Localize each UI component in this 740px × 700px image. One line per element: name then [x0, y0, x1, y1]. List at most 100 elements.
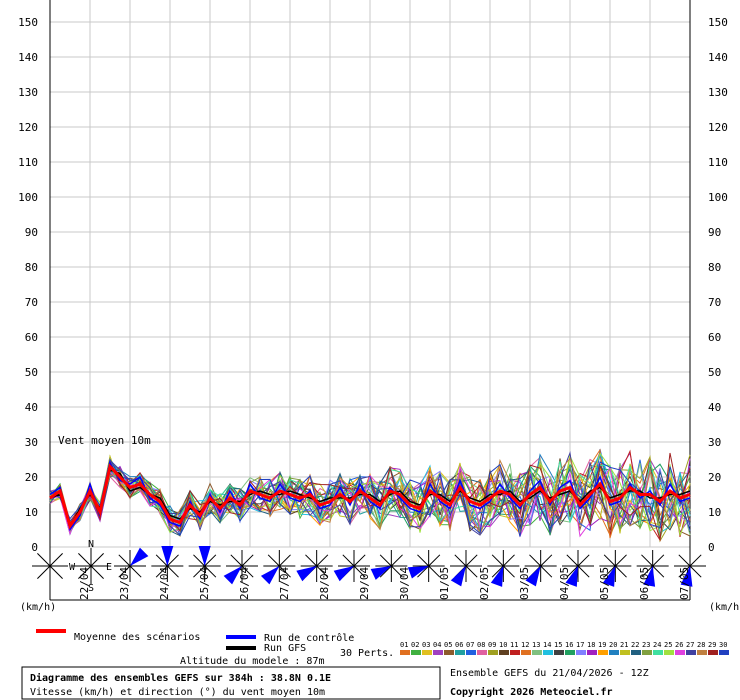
chart-title: Diagramme des ensembles GEFS sur 384h : …: [30, 672, 331, 684]
perturbation-swatch: [565, 650, 575, 655]
wind-direction-wedge: [565, 566, 578, 587]
perturbation-swatch: [466, 650, 476, 655]
rose-spoke: [90, 553, 104, 567]
y-unit-left: (km/h): [20, 602, 56, 613]
x-tick-label: 04/05: [558, 567, 571, 600]
wind-direction-wedge: [490, 566, 504, 587]
wind-rose-cell: [636, 550, 669, 587]
wind-direction-wedge: [260, 566, 280, 585]
copyright: Copyright 2026 Meteociel.fr: [450, 686, 613, 698]
perturbation-id: 01: [400, 641, 408, 649]
rose-spoke: [37, 565, 51, 579]
perturbation-id: 27: [686, 641, 694, 649]
y-tick-label-left: 150: [18, 16, 38, 29]
perturbation-id: 06: [455, 641, 463, 649]
wind-rose-cell: [599, 550, 632, 587]
perturbation-id: 22: [631, 641, 639, 649]
wind-rose-cell: [151, 546, 184, 582]
perturbation-id: 05: [444, 641, 452, 649]
x-tick-label: 27/04: [278, 567, 291, 600]
wind-direction-wedge: [643, 566, 656, 587]
x-tick-label: 29/04: [358, 567, 371, 600]
y-tick-label-right: 60: [708, 331, 721, 344]
wind-direction-wedge: [450, 566, 466, 587]
wind-rose-cell: [674, 550, 706, 587]
perturbation-id: 14: [543, 641, 551, 649]
altitude-label: Altitude du modele : 87m: [180, 656, 325, 667]
y-tick-label-right: 90: [708, 226, 721, 239]
perturbation-line: [49, 452, 691, 540]
perturbation-id: 15: [554, 641, 562, 649]
perturbation-id: 26: [675, 641, 683, 649]
legend-control-label: Run de contrôle: [264, 632, 354, 644]
perturbation-swatch: [587, 650, 597, 655]
y-tick-label-right: 150: [708, 16, 728, 29]
perturbation-id: 16: [565, 641, 573, 649]
wind-rose-cell: [562, 550, 594, 587]
perturbation-swatch: [521, 650, 531, 655]
legend-mean-label: Moyenne des scénarios: [74, 631, 200, 643]
wind-rose-cell: [223, 550, 258, 585]
y-tick-label-left: 70: [25, 296, 38, 309]
y-tick-label-left: 40: [25, 401, 38, 414]
wind-direction-row: N S E W: [32, 539, 706, 594]
y-tick-label-left: 80: [25, 261, 38, 274]
y-tick-label-left: 20: [25, 471, 38, 484]
rose-label-e: E: [106, 562, 112, 573]
wind-direction-wedge: [130, 547, 149, 566]
y-tick-label-right: 130: [708, 86, 728, 99]
y-tick-label-right: 120: [708, 121, 728, 134]
perturbation-id: 03: [422, 641, 430, 649]
perturbation-swatch: [510, 650, 520, 655]
x-tick-label: 22/04: [78, 567, 91, 600]
x-tick-label: 23/04: [118, 567, 131, 600]
rose-spoke: [90, 565, 104, 579]
rose-spoke: [78, 565, 92, 579]
perturbation-swatch: [554, 650, 564, 655]
y-tick-label-right: 50: [708, 366, 721, 379]
legend-perts-label: 30 Perts.: [340, 648, 394, 659]
x-tick-label: 05/05: [598, 567, 611, 600]
perturbation-swatch: [598, 650, 608, 655]
wind-direction-wedge: [602, 566, 616, 587]
legend-gfs-label: Run GFS: [264, 643, 306, 654]
mean-series-line: [49, 463, 691, 530]
x-tick-label: 02/05: [478, 567, 491, 600]
perturbation-swatch: [433, 650, 443, 655]
wind-rose-cell: [114, 547, 149, 582]
perturbation-swatch: [400, 650, 410, 655]
perturbation-line: [49, 456, 691, 532]
perturbation-id: 10: [499, 641, 507, 649]
perturbation-id: 23: [642, 641, 650, 649]
rose-spoke: [78, 553, 92, 567]
perturbation-swatch: [653, 650, 663, 655]
perturbation-swatch: [719, 650, 729, 655]
wind-direction-wedge: [161, 546, 174, 566]
perturbation-swatch: [411, 650, 421, 655]
y-tick-label-left: 30: [25, 436, 38, 449]
wind-direction-wedge: [198, 546, 211, 566]
main-series-lines: [49, 460, 691, 532]
wind-rose-cell: [333, 550, 370, 582]
y-tick-label-right: 30: [708, 436, 721, 449]
perturbation-swatch: [609, 650, 619, 655]
x-tick-label: 24/04: [158, 567, 171, 600]
rose-label-s: S: [88, 583, 94, 594]
wind-direction-wedge: [407, 566, 429, 579]
x-tick-label: 25/04: [198, 567, 211, 600]
perturbation-id: 18: [587, 641, 595, 649]
y-axis-left: 0 10 20 30 40 50 60 70 80 90 100 110 120 130 140 150: [18, 16, 38, 554]
y-tick-label-left: 130: [18, 86, 38, 99]
control-series-line: [49, 460, 691, 532]
wind-rose-cell: [487, 550, 520, 587]
wind-direction-wedge: [296, 566, 317, 582]
y-tick-label-right: 70: [708, 296, 721, 309]
perturbation-swatch: [477, 650, 487, 655]
y-tick-label-right: 80: [708, 261, 721, 274]
perturbation-swatch: [697, 650, 707, 655]
perturbation-id: 19: [598, 641, 606, 649]
wind-direction-wedge: [525, 566, 541, 587]
y-unit-right: (km/h): [709, 602, 740, 613]
x-tick-label: 06/05: [638, 567, 651, 600]
y-tick-label-left: 140: [18, 51, 38, 64]
